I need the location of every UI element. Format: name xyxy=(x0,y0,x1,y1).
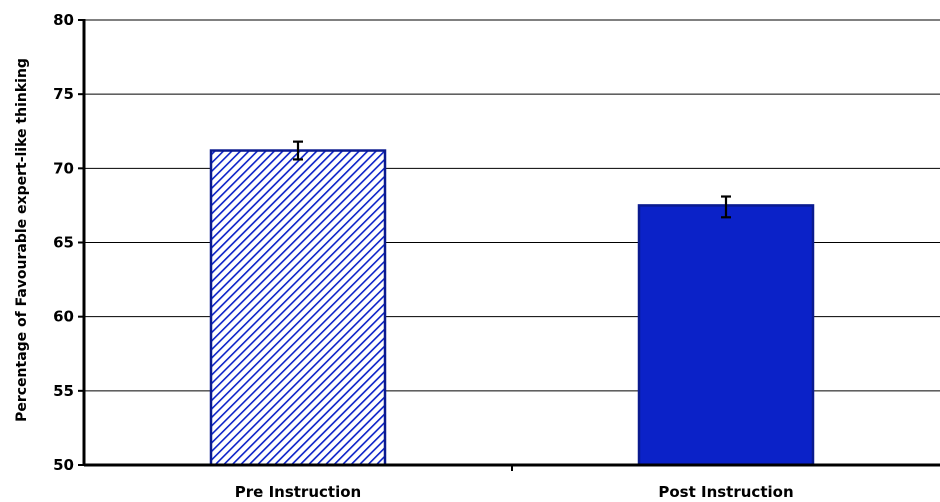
y-tick-label: 80 xyxy=(53,11,74,29)
y-tick-label: 60 xyxy=(53,308,74,326)
error-bar xyxy=(721,195,731,219)
y-tick-label: 65 xyxy=(53,234,74,252)
labels: 50 55 60 65 70 75 80 Pre Instruction Post Instru… xyxy=(53,11,794,501)
x-category-label: Pre Instruction xyxy=(235,483,361,501)
bars xyxy=(209,140,815,467)
bar-post-instruction xyxy=(637,204,815,467)
y-axis-title: Percentage of Favourable expert-like thi… xyxy=(14,58,30,422)
error-bar xyxy=(293,140,303,161)
y-tick-label: 55 xyxy=(53,382,74,400)
x-category-label: Post Instruction xyxy=(658,483,793,501)
axes xyxy=(78,19,940,471)
y-tick-label: 75 xyxy=(53,85,74,103)
y-tick-label: 50 xyxy=(53,456,74,474)
bar-pre-instruction xyxy=(209,149,387,467)
y-tick-label: 70 xyxy=(53,159,74,177)
